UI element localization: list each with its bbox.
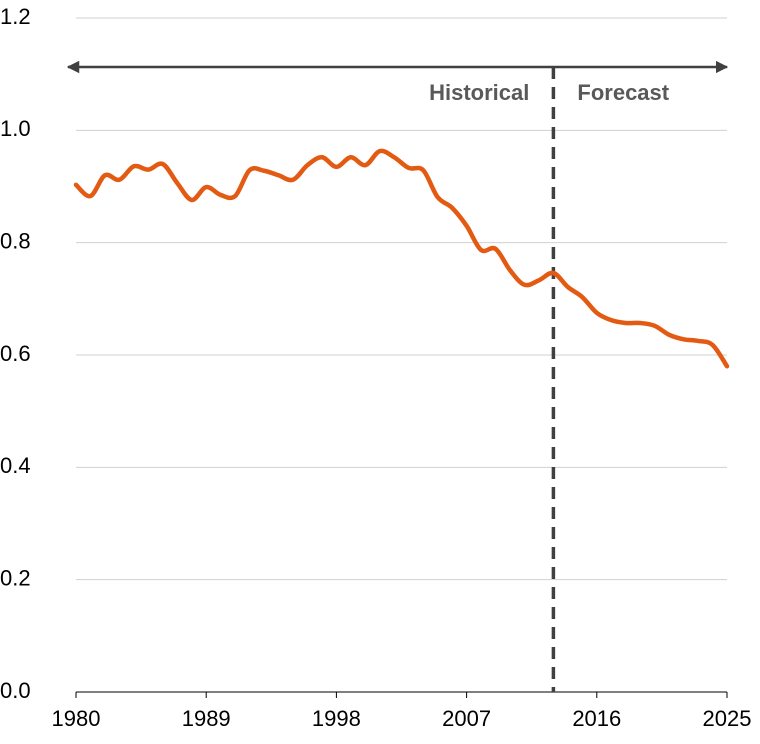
y-tick-label: 1.0 [0, 116, 31, 141]
y-tick-label: 0.6 [0, 341, 31, 366]
y-tick-label: 1.2 [0, 4, 31, 29]
x-tick-label: 2007 [442, 706, 491, 731]
x-tick-label: 2025 [703, 706, 752, 731]
x-tick-label: 1998 [312, 706, 361, 731]
x-tick-label: 1980 [52, 706, 101, 731]
annotation: Historical [429, 80, 529, 105]
data-line [73, 148, 730, 369]
x-tick-label: 2016 [572, 706, 621, 731]
y-tick-label: 0.0 [0, 678, 31, 703]
y-tick-label: 0.4 [0, 453, 31, 478]
y-tick-label: 0.2 [0, 565, 31, 590]
x-tick-label: 1989 [182, 706, 231, 731]
annotation: Forecast [577, 80, 669, 105]
y-tick-label: 0.8 [0, 228, 31, 253]
